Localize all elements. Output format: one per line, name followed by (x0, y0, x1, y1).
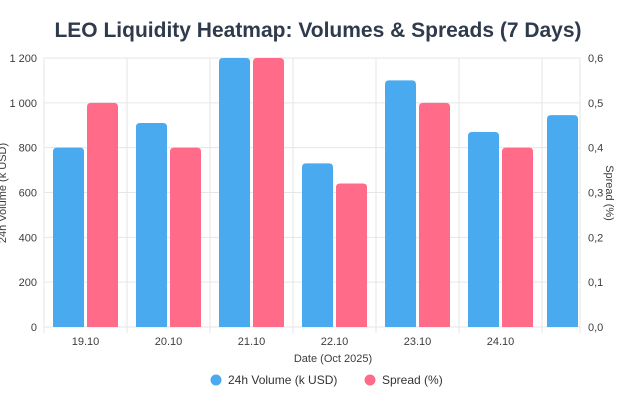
y-right-tick-label: 0,5 (588, 98, 603, 110)
bar-spread-20.10 (170, 147, 201, 327)
legend-marker-1 (364, 374, 376, 386)
y-left-tick-label: 1 000 (9, 98, 37, 110)
x-tick-label: 19.10 (72, 336, 100, 348)
bar-spread-24.10 (502, 147, 533, 327)
x-axis-label: Date (Oct 2025) (294, 353, 372, 365)
x-tick-label: 22.10 (321, 336, 349, 348)
x-tick-label: 20.10 (155, 336, 183, 348)
chart-title: LEO Liquidity Heatmap: Volumes & Spreads… (54, 19, 581, 42)
bar-spread-22.10 (336, 183, 367, 327)
axes: 0 200 400 600 800 1 000 1 200 0,0 0,1 0,2 0,3 0,4 0,… (9, 53, 603, 348)
legend-label-1: Spread (%) (382, 373, 443, 387)
bar-spread-23.10 (419, 102, 450, 327)
y-right-tick-label: 0,1 (588, 277, 603, 289)
y-right-tick-label: 0,4 (588, 143, 603, 155)
legend: 24h Volume (k USD) Spread (%) (210, 373, 443, 387)
bar-volume-19.10 (53, 147, 84, 327)
y-right-tick-label: 0,2 (588, 232, 603, 244)
bar-volume-25.10 (547, 115, 578, 327)
bar-volume-21.10 (219, 58, 250, 327)
y-left-tick-label: 400 (19, 232, 37, 244)
y-left-tick-label: 0 (31, 322, 37, 334)
y-left-tick-label: 800 (19, 143, 37, 155)
legend-label-0: 24h Volume (k USD) (228, 373, 337, 387)
y-axis-left-label: 24h Volume (k USD) (0, 143, 9, 243)
bar-volume-23.10 (385, 80, 416, 328)
x-tick-label: 23.10 (404, 336, 432, 348)
y-right-tick-label: 0,6 (588, 53, 603, 65)
legend-marker-0 (210, 374, 222, 386)
x-tick-label: 21.10 (238, 336, 266, 348)
y-left-tick-label: 1 200 (9, 53, 37, 65)
y-axis-right-label: Spread (%) (603, 165, 615, 221)
x-tick-label: 24.10 (487, 336, 515, 348)
bars (53, 58, 578, 328)
bar-volume-22.10 (302, 163, 333, 327)
grid (43, 57, 581, 333)
bar-spread-21.10 (253, 58, 284, 327)
y-left-tick-label: 200 (19, 277, 37, 289)
y-right-tick-label: 0,3 (588, 188, 603, 200)
y-right-tick-label: 0,0 (588, 322, 603, 334)
bar-spread-19.10 (87, 102, 118, 327)
bar-volume-24.10 (468, 131, 499, 327)
y-left-tick-label: 600 (19, 188, 37, 200)
bar-volume-20.10 (136, 123, 167, 327)
